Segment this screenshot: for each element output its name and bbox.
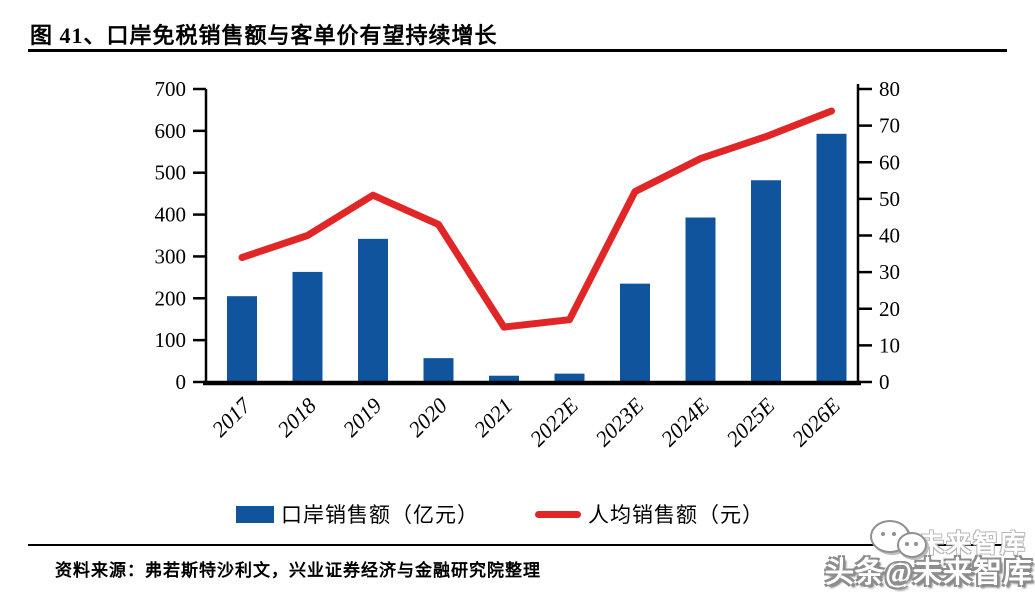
watermark-echo-text: 未来智库 [918,531,1027,558]
x-axis-label-2020: 2020 [403,393,452,442]
left-axis-tick-label: 700 [155,77,187,101]
bar-2019 [358,238,388,382]
bar-2023E [620,283,650,382]
per-capita-sales-line [238,107,835,331]
bar-series-swatch [236,505,274,523]
bar-series-label: 口岸销售额（亿元） [281,503,479,527]
x-axis-label-2018: 2018 [272,393,321,442]
bar-2025E [751,180,781,382]
right-axis-tick-label: 10 [879,333,900,357]
left-axis-tick-label: 0 [176,370,187,394]
left-axis-tick-label: 500 [155,161,187,185]
bar-2020 [423,358,454,382]
left-axis-tick-label: 200 [155,286,187,310]
x-axis-label-2019: 2019 [338,393,387,442]
dual-axis-bar-line-chart: 0 100 200 300 400 500 600 700 0 10 20 30 40 50 60 70 80 2… [155,77,901,451]
x-axis-label-2022E: 2022E [525,392,584,451]
left-axis-tick-label: 400 [155,203,187,227]
right-axis-tick-label: 40 [879,224,900,248]
x-axis-label-2021: 2021 [469,393,518,442]
x-axis-label-2023E: 2023E [590,392,649,451]
bar-2022E [554,373,585,382]
footer-rule [28,544,1010,546]
source-note: 资料来源：弗若斯特沙利文，兴业证券经济与金融研究院整理 [55,561,541,580]
watermark-main-text: 头条@未来智库 [825,557,1033,589]
bar-2017 [227,296,257,382]
bar-2026E [816,133,847,382]
bar-2021 [489,375,519,382]
legend-item-bar-series: 口岸销售额（亿元） [236,499,479,529]
x-axis-label-2025E: 2025E [721,392,780,451]
right-axis-tick-label: 70 [879,114,900,138]
right-axis-tick-label: 80 [879,77,900,101]
bar-2024E [685,217,716,382]
x-axis-label-2026E: 2026E [787,392,846,451]
right-axis-tick-label: 50 [879,187,900,211]
left-axis-tick-label: 300 [155,244,187,268]
left-axis-tick-label: 100 [155,328,187,352]
right-axis-tick-label: 60 [879,150,900,174]
right-axis-tick-label: 20 [879,297,900,321]
x-axis-label-2017: 2017 [207,392,256,441]
line-series-swatch [535,510,581,518]
figure-title: 图 41、口岸免税销售额与客单价有望持续增长 [30,23,498,48]
right-axis-tick-label: 30 [879,260,900,284]
bar-2018 [292,271,323,382]
left-axis-tick-label: 600 [155,119,187,143]
chart-legend: 口岸销售额（亿元） 人均销售额（元） [120,497,880,531]
line-series-label: 人均销售额（元） [588,503,764,527]
legend-item-line-series: 人均销售额（元） [535,499,764,529]
right-axis-tick-label: 0 [879,370,890,394]
title-underline-rule [28,49,1007,52]
x-axis-label-2024E: 2024E [656,392,715,451]
